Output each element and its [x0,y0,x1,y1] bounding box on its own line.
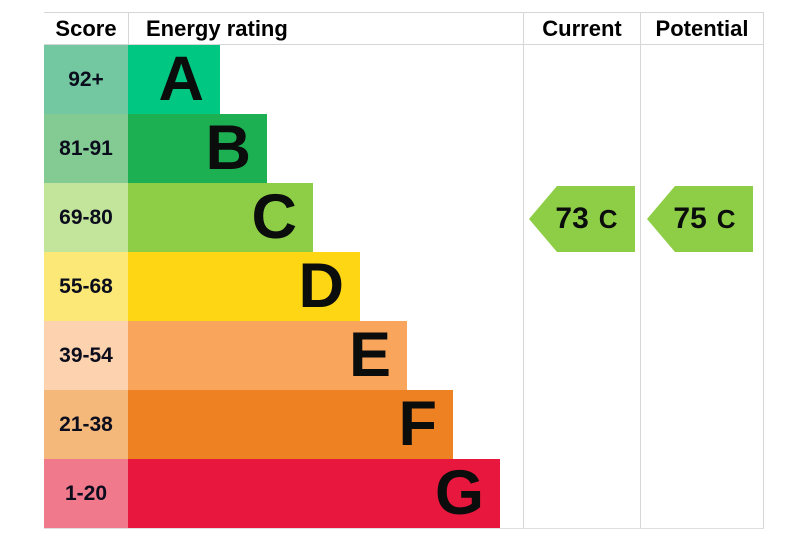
band-score-range: 39-54 [44,321,128,390]
band-row-c: 69-80 C [44,183,313,252]
band-row-d: 55-68 D [44,252,360,321]
band-row-e: 39-54 E [44,321,407,390]
band-letter: E [348,320,391,390]
current-rating-value: 73 [555,202,589,235]
band-score-range: 1-20 [44,459,128,528]
band-letter: G [434,458,484,528]
left-arrow-shape [529,186,635,252]
band-bar: C [128,183,313,252]
band-score-range: 92+ [44,45,128,114]
band-score-range: 81-91 [44,114,128,183]
potential-rating-value: 75 [673,202,707,235]
potential-column-header: Potential [640,12,764,45]
left-arrow-shape [647,186,753,252]
band-bar: G [128,459,500,528]
potential-rating-arrow: 75 C [647,186,753,252]
table-bottom-border [44,528,764,529]
band-bar: A [128,45,220,114]
band-letter: D [298,251,345,321]
band-score-range: 69-80 [44,183,128,252]
band-letter: C [251,182,298,252]
band-letter: B [205,113,252,183]
band-row-f: 21-38 F [44,390,453,459]
band-row-b: 81-91 B [44,114,267,183]
band-score-range: 21-38 [44,390,128,459]
band-bar: B [128,114,267,183]
band-bar: E [128,321,407,390]
band-bar: D [128,252,360,321]
band-letter: F [398,389,437,459]
current-rating-arrow: 73 C [529,186,635,252]
current-rating-band: C [598,203,618,234]
current-column-divider [523,45,640,528]
band-score-range: 55-68 [44,252,128,321]
energy-rating-column-header: Energy rating [128,12,523,45]
band-bar: F [128,390,453,459]
potential-rating-band: C [716,203,736,234]
current-column-header: Current [523,12,640,45]
band-letter: A [158,44,205,114]
score-column-header: Score [44,12,128,45]
current-rating-label: 73 C [529,186,635,252]
band-row-g: 1-20 G [44,459,500,528]
potential-rating-label: 75 C [647,186,753,252]
potential-column-divider [640,45,764,528]
band-row-a: 92+ A [44,45,220,114]
